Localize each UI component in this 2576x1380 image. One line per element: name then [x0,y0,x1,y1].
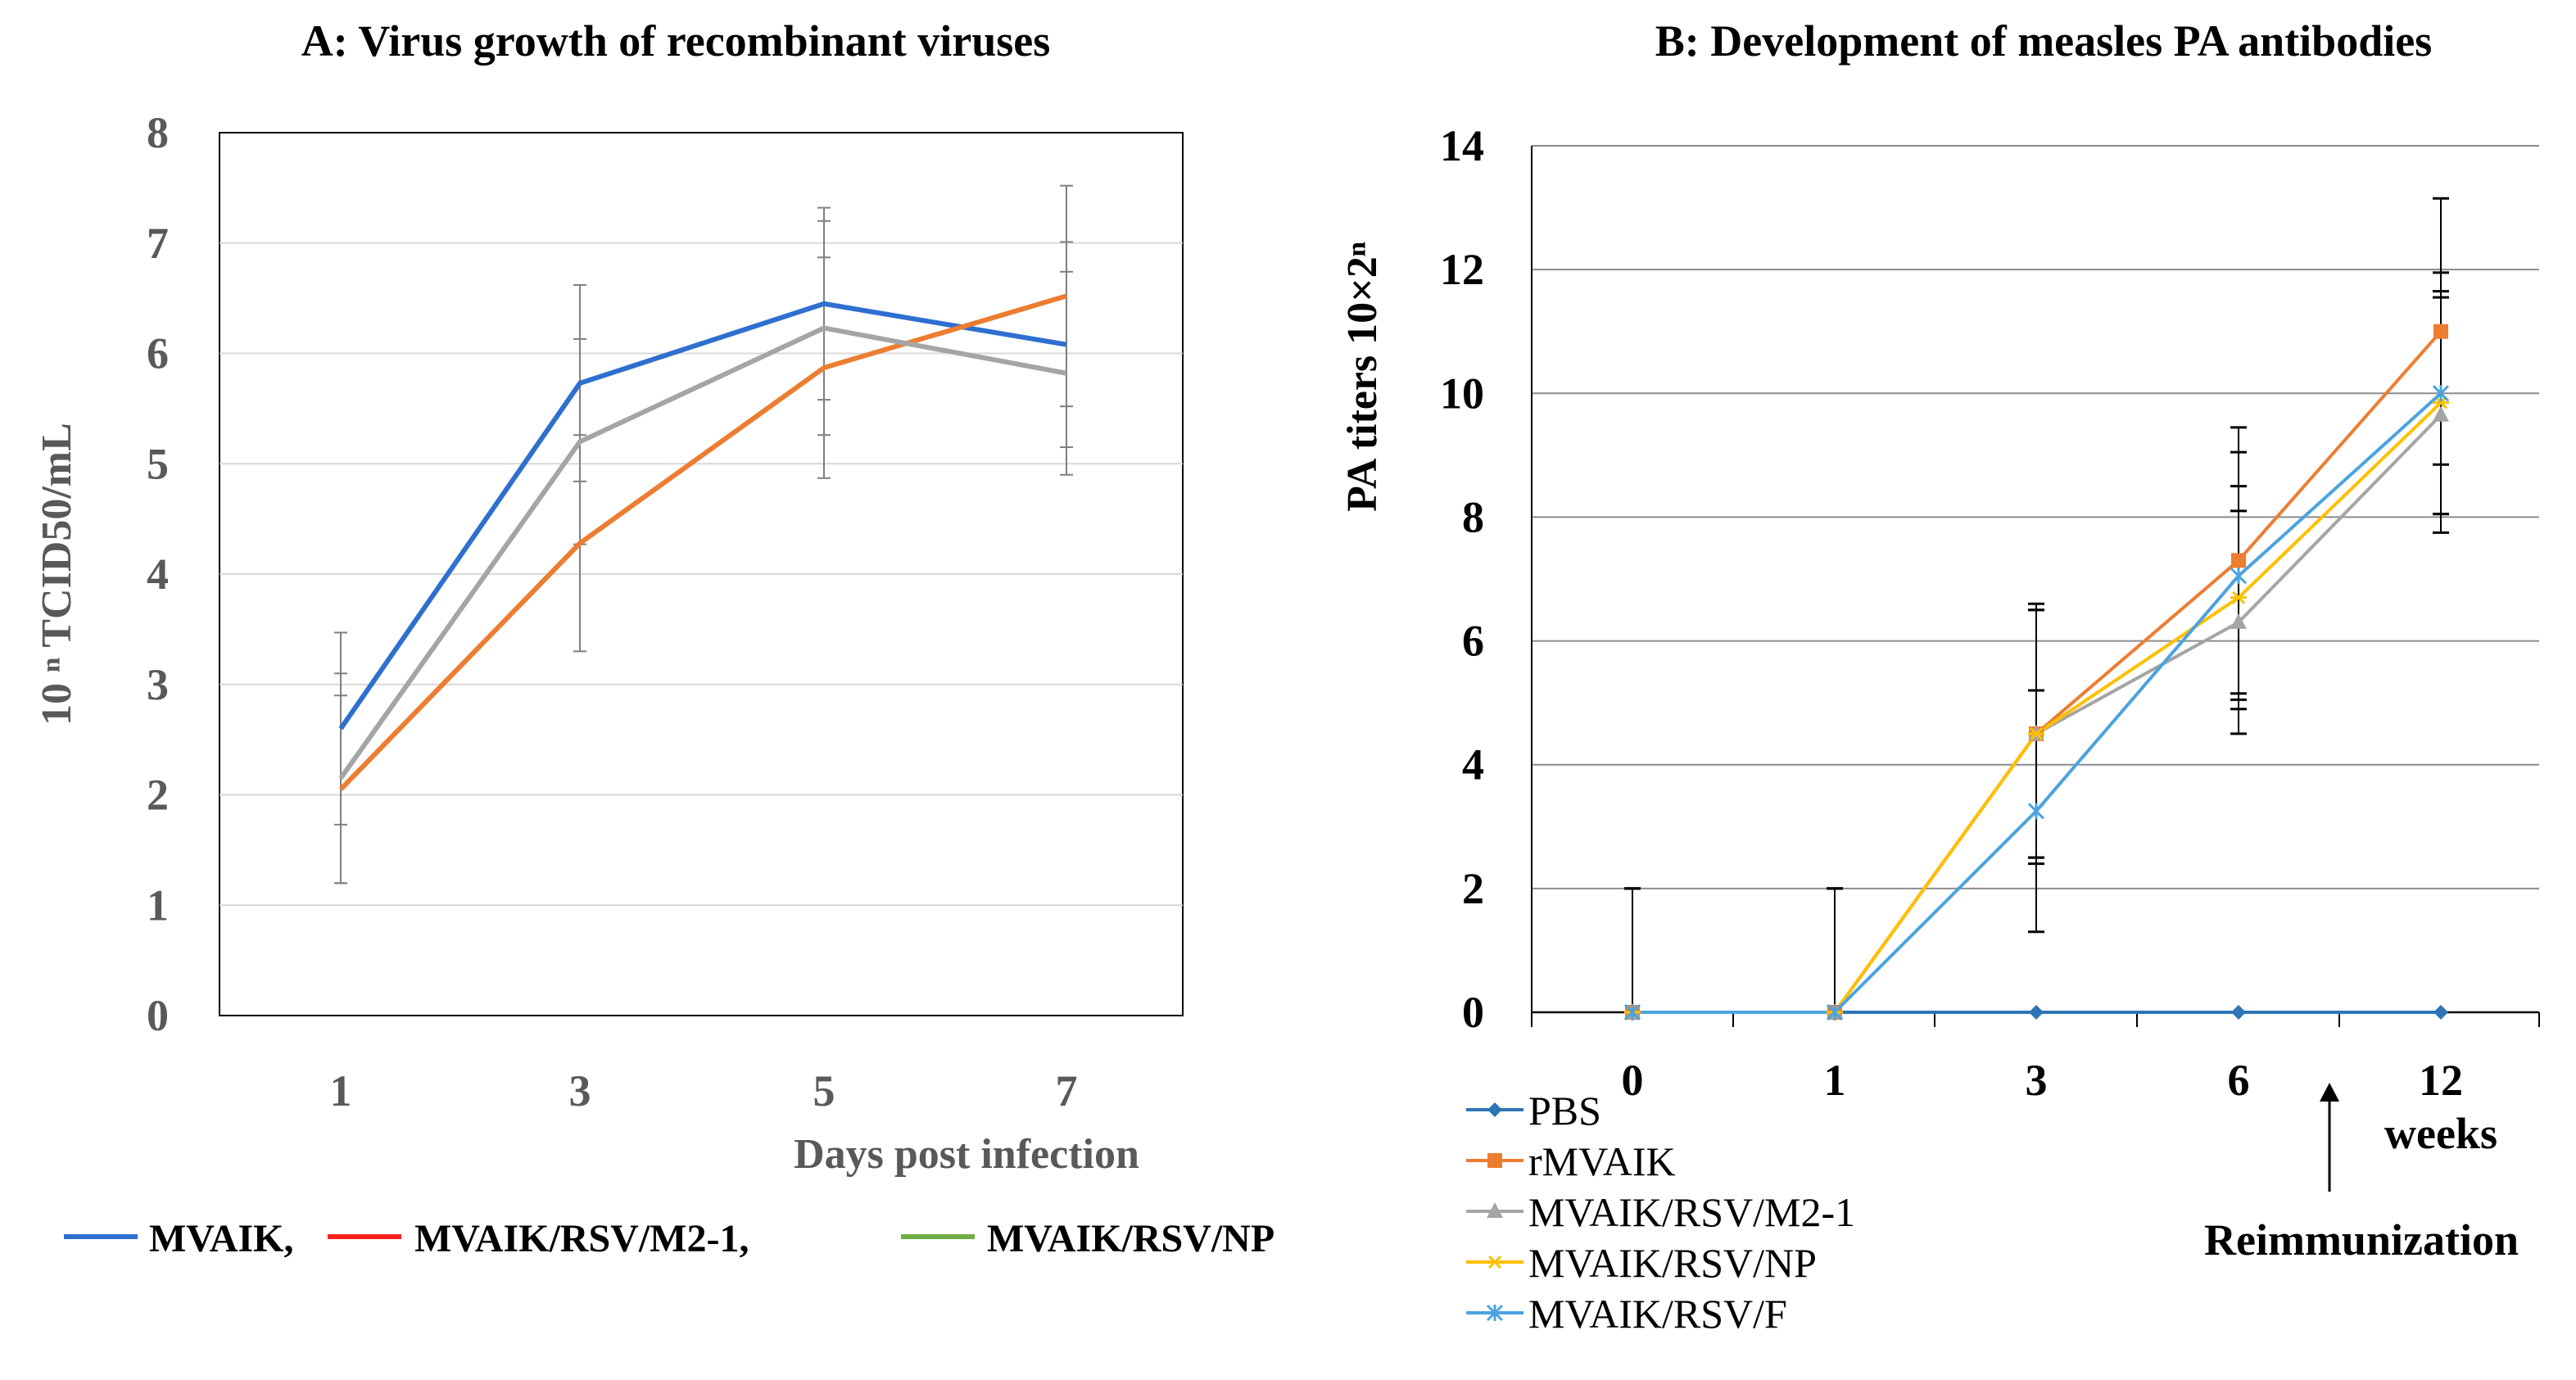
chart-b-y-tick-label: 0 [1462,988,1484,1037]
chart-b-data-point [2433,405,2449,422]
chart-a-y-tick-label: 3 [147,660,169,709]
chart-b-x-tick-label: 1 [1824,1056,1846,1105]
chart-b-title: B: Development of measles PA antibodies [1655,16,2432,66]
chart-b-data-point [1487,1202,1503,1218]
chart-b-x-tick-label: 6 [2228,1056,2250,1105]
chart-b-y-tick-label: 4 [1462,740,1484,790]
chart-a-legend-item: MVAIK/RSV/M2-1, [328,1217,749,1260]
chart-a-legend-item: MVAIK/RSV/NP [901,1217,1274,1260]
chart-b-data-point [1623,1003,1641,1021]
chart-a-x-tick-labels: 1 3 5 7 [330,1066,1078,1115]
chart-a-y-tick-label: 4 [147,550,169,599]
chart-a-y-tick-label: 1 [147,880,169,930]
chart-b-series-markers [1623,324,2450,1021]
chart-b-x-tick-label: 12 [2419,1056,2463,1105]
chart-b-data-point [2433,324,2448,339]
chart-a-y-tick-label: 6 [147,329,169,378]
chart-a-y-tick-label: 7 [147,219,169,268]
chart-b-x-axis-label: weeks [2384,1109,2497,1158]
chart-b-legend-label: MVAIK/RSV/F [1528,1291,1787,1337]
chart-a-y-tick-label: 5 [147,439,169,488]
chart-b-y-tick-label: 8 [1462,492,1484,541]
chart-a-x-tick-label: 3 [569,1066,591,1115]
chart-a-series-lines [338,293,1067,791]
chart-a-x-tick-label: 7 [1056,1066,1078,1115]
chart-a-x-tick-label: 1 [330,1066,352,1115]
chart-b-y-tick-label: 6 [1462,617,1484,666]
chart-b-data-point [1487,1153,1502,1168]
chart-b-data-point [2230,568,2248,585]
chart-a-title: A: Virus growth of recombinant viruses [301,16,1051,66]
chart-a-y-axis-label: 10 ⁿ TCID50/mL [34,423,80,726]
chart-b-legend-item: MVAIK/RSV/M2-1 [1466,1189,1855,1235]
chart-a-y-tick-label: 0 [147,991,169,1040]
chart-b-legend-item: MVAIK/RSV/NP [1466,1240,1817,1286]
chart-a-legend-label: MVAIK, [149,1217,293,1260]
chart-b-legend-label: PBS [1528,1088,1601,1133]
chart-b-legend-label: MVAIK/RSV/NP [1528,1240,1817,1286]
chart-a-x-tick-label: 5 [813,1066,835,1115]
chart-a-gridlines [220,242,1183,907]
chart-b-x-tick-labels: 0 1 3 6 12 [1531,1012,2540,1105]
chart-b-y-tick-label: 12 [1440,245,1484,294]
chart-b-data-point [2230,590,2247,604]
chart-b-x-tick-label: 0 [1622,1056,1644,1105]
chart-b-data-point [2433,1005,2448,1020]
chart-b-data-point [1826,1003,1844,1021]
chart-a-y-tick-label: 2 [147,771,169,820]
chart-a-legend-label: MVAIK/RSV/M2-1, [414,1217,749,1260]
chart-b-data-point [2231,1005,2246,1020]
chart-b-y-tick-label: 14 [1440,121,1484,170]
chart-b-data-point [2432,385,2450,402]
chart-b-data-point [1487,1255,1503,1269]
chart-b-data-point [1487,1102,1502,1117]
chart-a-y-tick-labels: 0 1 2 3 4 5 6 7 8 [147,108,169,1040]
chart-b-data-point [2028,726,2044,740]
chart-b-legend-item: PBS [1466,1088,1601,1133]
chart-a-y-tick-label: 8 [147,108,169,157]
chart-b-data-point [2029,1005,2044,1020]
chart-a-legend-item: MVAIK, [64,1217,293,1260]
chart-b-legend: PBS rMVAIK MVAIK/RSV/M2-1 MVAIK/RSV/NP MVAIK… [1466,1088,1855,1337]
chart-b-data-point [1486,1304,1504,1322]
chart-b-data-point [2230,613,2247,629]
chart-b-legend-item: rMVAIK [1466,1138,1676,1184]
chart-b-error-bars [1624,197,2449,1012]
chart-b-legend-item: MVAIK/RSV/F [1466,1291,1787,1337]
chart-a-x-axis-label: Days post infection [794,1131,1139,1178]
reimmunization-arrow-head [2320,1083,2339,1102]
reimmunization-annotation: Reimmunization [2204,1215,2519,1265]
chart-b-y-tick-labels: 0 2 4 6 8 10 12 14 [1440,121,1484,1037]
chart-a-series-line-3 [338,325,1067,780]
chart-b-y-tick-label: 2 [1462,864,1484,913]
chart-b-legend-label: rMVAIK [1528,1138,1676,1184]
chart-b-data-point [2231,553,2246,568]
chart-b-y-tick-label: 10 [1440,369,1484,418]
chart-a-series-line-2 [338,293,1067,791]
chart-a-legend-label: MVAIK/RSV/NP [987,1217,1274,1260]
chart-b-legend-label: MVAIK/RSV/M2-1 [1528,1189,1855,1235]
chart-a-series-line-1 [338,301,1067,731]
chart-a-legend: MVAIK, MVAIK/RSV/M2-1, MVAIK/RSV/NP [64,1217,1274,1260]
chart-b-y-axis-label: PA titers 10×2ⁿ [1339,242,1386,512]
chart-b-x-tick-label: 3 [2026,1056,2048,1105]
chart-b-data-point [2027,803,2045,820]
